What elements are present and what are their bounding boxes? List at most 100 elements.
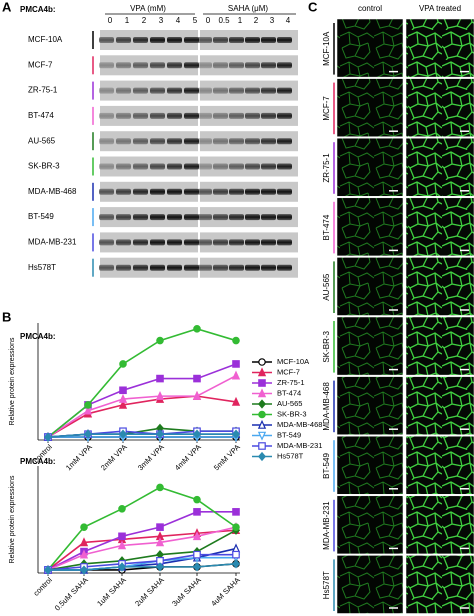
band — [277, 138, 292, 145]
x-tick-label: control — [32, 575, 55, 598]
band — [150, 112, 165, 119]
micrograph — [336, 257, 404, 316]
marker — [232, 523, 240, 531]
band — [116, 239, 131, 246]
column-label: control — [358, 4, 382, 13]
blot — [100, 131, 198, 152]
legend-label: ZR-75-1 — [277, 378, 305, 387]
band — [245, 37, 260, 43]
marker — [232, 336, 240, 345]
band — [213, 239, 228, 246]
marker — [231, 396, 241, 406]
band — [116, 37, 131, 43]
micrograph — [336, 316, 404, 376]
band — [133, 264, 148, 271]
band — [133, 37, 148, 43]
row-label: MCF-10A — [322, 31, 331, 66]
band — [277, 188, 292, 195]
band — [184, 264, 199, 271]
legend-label: SK-BR-3 — [277, 409, 307, 418]
band — [167, 239, 182, 246]
column-label: VPA treated — [419, 4, 461, 13]
micrograph — [405, 257, 474, 316]
lane-label: 4 — [176, 16, 181, 25]
marker — [117, 540, 127, 550]
band — [197, 37, 212, 43]
x-tick-label: 1mM VPA — [64, 442, 94, 472]
series-line — [47, 529, 237, 571]
band — [229, 37, 244, 43]
blot — [100, 207, 198, 228]
band — [213, 37, 228, 43]
marker — [79, 549, 89, 559]
series-line — [47, 374, 237, 438]
band — [184, 163, 199, 170]
band — [277, 214, 292, 221]
blot — [100, 156, 198, 177]
legend-label: BT-549 — [277, 430, 301, 439]
marker — [193, 562, 201, 572]
band — [133, 62, 148, 69]
chart-title: PMCA4b: — [20, 457, 56, 466]
band — [261, 62, 276, 69]
cell-line-label: BT-474 — [28, 111, 54, 120]
x-tick-label: 3mM VPA — [136, 442, 166, 472]
marker — [156, 336, 164, 345]
band — [213, 112, 228, 119]
marker — [231, 543, 241, 553]
marker — [232, 429, 240, 439]
marker — [118, 393, 128, 403]
micrograph — [405, 376, 474, 435]
band — [197, 239, 212, 246]
legend-label: BT-474 — [277, 388, 301, 397]
x-tick-label: 2uM SAHA — [133, 575, 166, 608]
band — [184, 239, 199, 246]
band — [99, 163, 114, 170]
legend-marker — [257, 367, 267, 377]
band — [116, 138, 131, 145]
marker — [118, 399, 128, 409]
cell-line-label: Hs578T — [28, 263, 56, 272]
marker — [155, 537, 165, 547]
legend-marker — [258, 410, 266, 419]
marker — [193, 429, 201, 439]
row-label: AU-565 — [322, 273, 331, 301]
blot — [100, 55, 198, 76]
blot — [100, 257, 198, 278]
x-tick-label: 5mM VPA — [212, 442, 242, 472]
panel-letter: C — [308, 0, 318, 14]
band — [150, 214, 165, 221]
band — [245, 163, 260, 170]
marker — [119, 360, 127, 368]
legend-marker — [257, 419, 267, 429]
band — [116, 87, 131, 94]
micrograph — [336, 555, 404, 614]
band — [150, 37, 165, 43]
x-tick-label: 3uM SAHA — [170, 575, 203, 608]
legend-marker — [258, 358, 266, 366]
band — [261, 112, 276, 119]
marker — [118, 532, 126, 541]
marker — [155, 390, 165, 400]
cell-line-label: AU-565 — [28, 136, 56, 145]
band — [229, 214, 244, 221]
blot — [100, 80, 198, 101]
band — [245, 239, 260, 246]
marker — [156, 483, 164, 492]
band — [261, 239, 276, 246]
micrograph — [336, 18, 404, 78]
series-line — [47, 511, 236, 571]
band — [167, 138, 182, 145]
band — [261, 214, 276, 221]
marker — [232, 559, 240, 569]
y-axis-label: Relative protein expressions — [9, 337, 16, 425]
band — [184, 138, 199, 145]
marker — [84, 401, 92, 409]
cell-line-label: MDA-MB-231 — [28, 238, 77, 247]
band — [184, 87, 199, 94]
legend-marker — [258, 379, 266, 387]
band — [261, 138, 276, 145]
x-tick-label: 4uM SAHA — [209, 575, 242, 608]
band — [245, 188, 260, 195]
panel-letter: B — [2, 309, 11, 324]
